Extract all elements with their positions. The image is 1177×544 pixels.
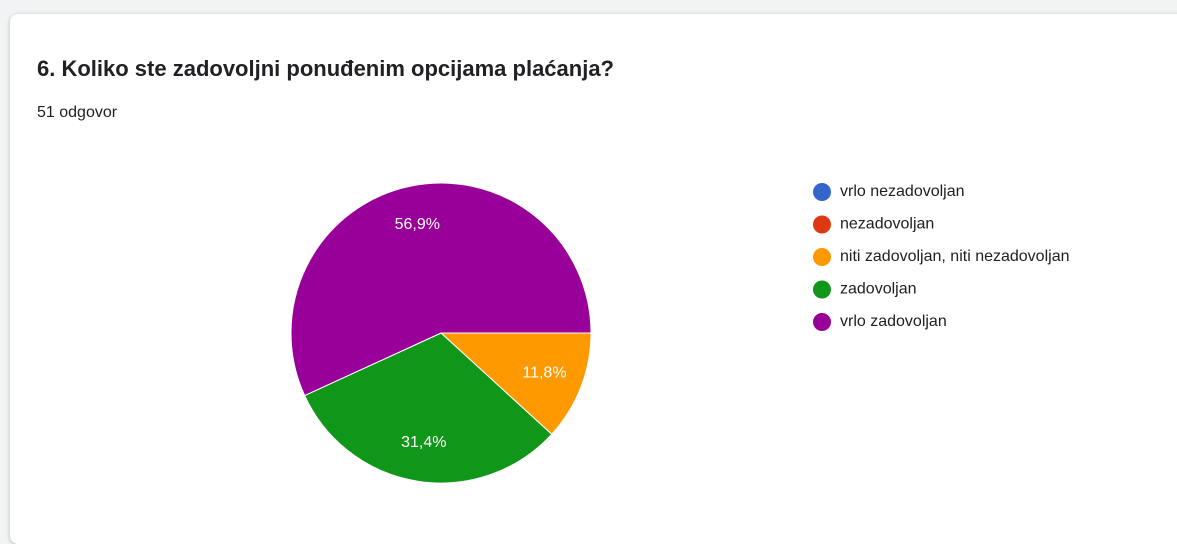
legend-swatch [813,215,831,234]
subtitle: 51 odgovor [37,104,118,121]
chart-title: 6. Koliko ste zadovoljni ponuđenim opcij… [37,56,614,81]
chart: 6. Koliko ste zadovoljni ponuđenim opcij… [37,56,1069,484]
legend-swatch [813,280,831,299]
legend-swatch [813,183,831,201]
page: {"chart_data": {"type": "pie", "title": … [10,14,1177,544]
card [10,14,1177,544]
slice-label: 31,4% [401,434,446,451]
legend-swatch [813,248,831,266]
legend-label: vrlo zadovoljan [840,313,947,330]
pie-slice [439,332,592,435]
slice-label: 56,9% [395,216,440,233]
slice-label: 11,8% [522,364,566,381]
legend-label: zadovoljan [840,281,917,298]
legend-swatch [813,313,831,331]
legend-label: vrlo nezadovoljan [840,183,965,200]
pie-slice [290,182,592,397]
pie-slice [303,332,553,484]
legend-label: nezadovoljan [840,216,934,233]
legend-label: niti zadovoljan, niti nezadovoljan [840,248,1069,265]
